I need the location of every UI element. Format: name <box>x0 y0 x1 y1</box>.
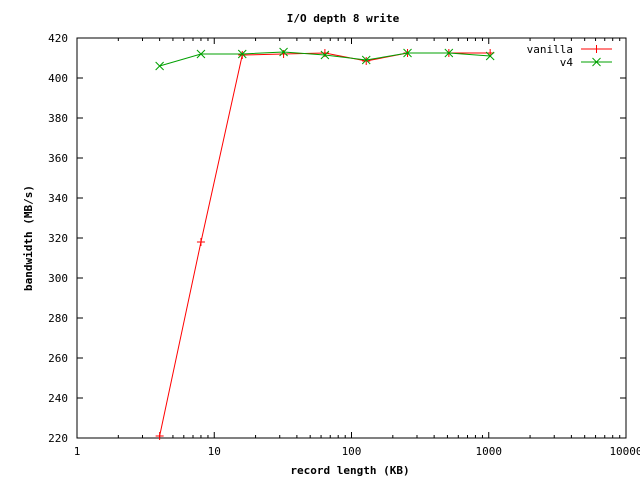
data-point-v4-d2 <box>485 51 495 61</box>
y-tick-label: 240 <box>48 392 68 405</box>
y-tick-label: 260 <box>48 352 68 365</box>
y-tick-label: 380 <box>48 112 68 125</box>
data-point-v4-d2 <box>237 49 247 59</box>
x-tick-label: 10000 <box>609 445 640 458</box>
x-tick-label: 1000 <box>476 445 503 458</box>
plot-frame <box>76 37 627 439</box>
series-layer <box>155 47 495 440</box>
y-axis-label: bandwidth (MB/s) <box>22 185 35 291</box>
data-point-v4 <box>361 55 371 65</box>
chart-title: I/O depth 8 write <box>287 12 400 25</box>
data-point-v4-d2 <box>320 50 330 60</box>
y-tick-label: 360 <box>48 152 68 165</box>
data-point-vanilla <box>362 57 371 65</box>
legend-marker-v4 <box>592 57 601 67</box>
data-point-v4 <box>155 61 164 71</box>
data-point-v4 <box>403 48 412 58</box>
data-point-v4-d2 <box>403 48 412 58</box>
data-point-v4 <box>485 51 495 61</box>
y-tick-label: 300 <box>48 272 68 285</box>
data-point-v4 <box>320 50 330 60</box>
series-vanilla <box>155 49 495 440</box>
legend-label-v4: v4 <box>560 56 574 69</box>
series-line-vanilla <box>159 52 491 437</box>
y-tick-label: 280 <box>48 312 68 325</box>
data-point-v4 <box>196 49 206 59</box>
data-point-v4-d2 <box>155 61 164 71</box>
data-point-v4 <box>279 47 288 57</box>
axis-ticks: 220 240 260 280 300 320 340 360 380 400 420 1 10 100 1… <box>48 32 640 458</box>
data-point-v4-d2 <box>196 49 206 59</box>
data-point-v4 <box>237 49 247 59</box>
x-tick-label: 10 <box>208 445 221 458</box>
x-tick-label: 100 <box>342 445 362 458</box>
y-tick-label: 220 <box>48 432 68 445</box>
data-point-v4-d2 <box>444 48 454 58</box>
data-point-v4 <box>444 48 454 58</box>
data-point-vanilla <box>238 51 247 59</box>
data-point-vanilla <box>155 432 164 440</box>
data-point-vanilla <box>279 50 288 58</box>
x-axis-label: record length (KB) <box>290 464 409 477</box>
data-point-v4-d2 <box>279 47 288 57</box>
data-point-vanilla <box>196 238 205 246</box>
legend-label-vanilla: vanilla <box>527 43 573 56</box>
y-tick-label: 420 <box>48 32 68 45</box>
y-tick-label: 320 <box>48 232 68 245</box>
series-v4 <box>155 47 495 71</box>
legend-marker-vanilla <box>592 45 601 53</box>
data-point-v4-d2 <box>361 55 371 65</box>
legend-marker-v4-d2 <box>592 57 601 67</box>
x-tick-label: 1 <box>74 445 81 458</box>
y-tick-label: 340 <box>48 192 68 205</box>
y-tick-label: 400 <box>48 72 68 85</box>
